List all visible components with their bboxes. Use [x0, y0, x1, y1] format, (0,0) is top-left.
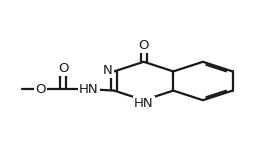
Text: HN: HN [79, 83, 99, 96]
Text: O: O [139, 39, 149, 52]
Text: O: O [58, 62, 69, 75]
Text: HN: HN [134, 97, 154, 110]
Text: N: N [103, 64, 113, 77]
Text: O: O [36, 83, 46, 96]
